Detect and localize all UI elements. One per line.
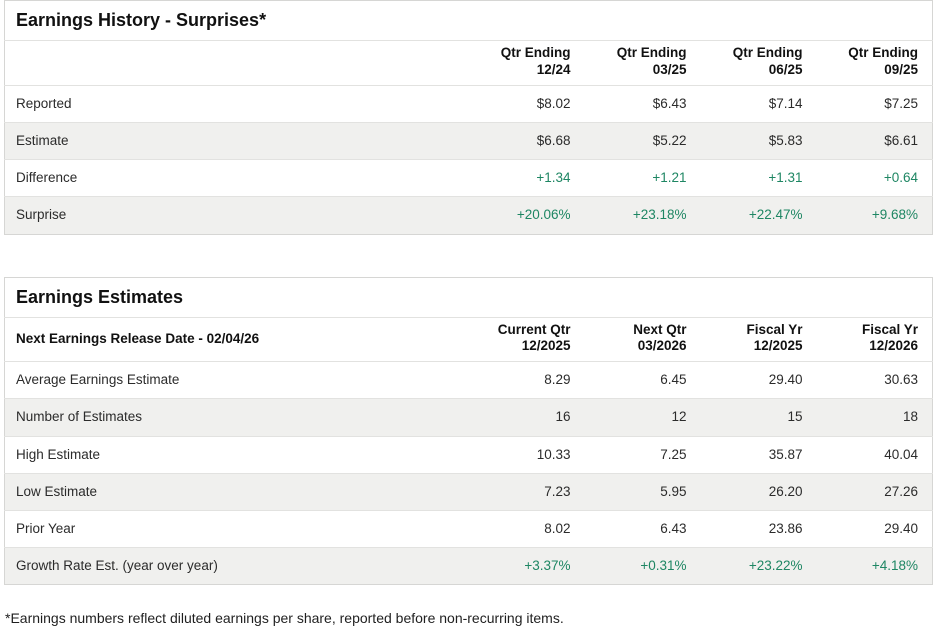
value-cell: $7.14 bbox=[700, 85, 817, 123]
table-row-high-estimate: High Estimate 10.33 7.25 35.87 40.04 bbox=[4, 436, 933, 474]
value-cell: $5.83 bbox=[700, 122, 817, 161]
column-header-line2: 12/2025 bbox=[753, 338, 803, 354]
column-header-line2: 12/2025 bbox=[521, 338, 571, 354]
column-header: Fiscal Yr 12/2025 bbox=[700, 317, 817, 363]
value-cell: +9.68% bbox=[816, 196, 933, 234]
column-header: Next Qtr 03/2026 bbox=[584, 317, 701, 363]
row-label: Low Estimate bbox=[4, 473, 469, 512]
column-header-line2: 03/25 bbox=[652, 61, 687, 77]
value-cell: +1.34 bbox=[468, 159, 585, 198]
value-cell: 8.29 bbox=[468, 361, 585, 400]
value-cell: 12 bbox=[584, 398, 701, 437]
column-header-line1: Qtr Ending bbox=[732, 45, 803, 60]
row-label: Estimate bbox=[4, 122, 469, 161]
table-row-growth-rate-est: Growth Rate Est. (year over year) +3.37%… bbox=[4, 547, 933, 585]
earnings-footnote: *Earnings numbers reflect diluted earnin… bbox=[5, 610, 564, 626]
value-cell: +20.06% bbox=[468, 196, 585, 234]
value-cell: +23.18% bbox=[584, 196, 701, 234]
value-cell: $6.68 bbox=[468, 122, 585, 161]
column-header-line1: Qtr Ending bbox=[848, 45, 919, 60]
column-header-row: Qtr Ending 12/24 Qtr Ending 03/25 Qtr En… bbox=[4, 40, 933, 86]
column-header-row: Next Earnings Release Date - 02/04/26 Cu… bbox=[4, 317, 933, 363]
value-cell: +4.18% bbox=[816, 547, 933, 585]
column-header-line1: Fiscal Yr bbox=[862, 321, 919, 337]
value-cell: 8.02 bbox=[468, 510, 585, 549]
table-title: Earnings History - Surprises* bbox=[4, 0, 933, 41]
table-row-average-earnings-estimate: Average Earnings Estimate 8.29 6.45 29.4… bbox=[4, 361, 933, 400]
value-cell: 6.45 bbox=[584, 361, 701, 400]
column-header-line1: Fiscal Yr bbox=[746, 321, 803, 337]
value-cell: 16 bbox=[468, 398, 585, 437]
value-cell: 15 bbox=[700, 398, 817, 437]
value-cell: 5.95 bbox=[584, 473, 701, 512]
column-header-line2: 09/25 bbox=[884, 61, 919, 77]
value-cell: 18 bbox=[816, 398, 933, 437]
value-cell: 40.04 bbox=[816, 436, 933, 474]
value-cell: +22.47% bbox=[700, 196, 817, 234]
value-cell: 7.23 bbox=[468, 473, 585, 512]
table-row-difference: Difference +1.34 +1.21 +1.31 +0.64 bbox=[4, 159, 933, 198]
column-header-line2: 03/2026 bbox=[637, 338, 687, 354]
row-label: Reported bbox=[4, 85, 469, 123]
column-header-line1: Next Qtr bbox=[633, 321, 687, 337]
column-header-line2: 12/24 bbox=[536, 61, 571, 77]
value-cell: $7.25 bbox=[816, 85, 933, 123]
row-label: Difference bbox=[4, 159, 469, 198]
value-cell: +0.31% bbox=[584, 547, 701, 585]
value-cell: 6.43 bbox=[584, 510, 701, 549]
table-title: Earnings Estimates bbox=[4, 277, 933, 318]
value-cell: 10.33 bbox=[468, 436, 585, 474]
earnings-estimates-table: Earnings Estimates Next Earnings Release… bbox=[4, 276, 934, 586]
value-cell: 30.63 bbox=[816, 361, 933, 400]
value-cell: 26.20 bbox=[700, 473, 817, 512]
row-label: Average Earnings Estimate bbox=[4, 361, 469, 400]
column-header: Qtr Ending 03/25 bbox=[584, 40, 701, 86]
value-cell: +0.64 bbox=[816, 159, 933, 198]
value-cell: 29.40 bbox=[700, 361, 817, 400]
value-cell: 27.26 bbox=[816, 473, 933, 512]
column-header-line1: Qtr Ending bbox=[500, 45, 571, 60]
column-header-line1: Qtr Ending bbox=[616, 45, 687, 60]
table-row-prior-year: Prior Year 8.02 6.43 23.86 29.40 bbox=[4, 510, 933, 549]
table-row-estimate: Estimate $6.68 $5.22 $5.83 $6.61 bbox=[4, 122, 933, 161]
table-title-row: Earnings Estimates bbox=[4, 277, 933, 318]
column-header-line2: 12/2026 bbox=[869, 338, 919, 354]
row-label: Number of Estimates bbox=[4, 398, 469, 437]
corner-header bbox=[4, 40, 469, 86]
column-header-line1: Current Qtr bbox=[497, 321, 571, 337]
value-cell: 29.40 bbox=[816, 510, 933, 549]
column-header: Fiscal Yr 12/2026 bbox=[816, 317, 933, 363]
earnings-history-table: Earnings History - Surprises* Qtr Ending… bbox=[4, 0, 934, 235]
value-cell: $6.61 bbox=[816, 122, 933, 161]
table-row-reported: Reported $8.02 $6.43 $7.14 $7.25 bbox=[4, 85, 933, 123]
row-label: Surprise bbox=[4, 196, 469, 234]
row-label: Prior Year bbox=[4, 510, 469, 549]
column-header: Qtr Ending 09/25 bbox=[816, 40, 933, 86]
column-header: Qtr Ending 12/24 bbox=[468, 40, 585, 86]
table-row-number-of-estimates: Number of Estimates 16 12 15 18 bbox=[4, 398, 933, 437]
table-row-low-estimate: Low Estimate 7.23 5.95 26.20 27.26 bbox=[4, 473, 933, 512]
column-header-line2: 06/25 bbox=[768, 61, 803, 77]
value-cell: $8.02 bbox=[468, 85, 585, 123]
table-title-row: Earnings History - Surprises* bbox=[4, 0, 933, 41]
value-cell: +1.31 bbox=[700, 159, 817, 198]
column-header: Qtr Ending 06/25 bbox=[700, 40, 817, 86]
value-cell: 35.87 bbox=[700, 436, 817, 474]
value-cell: $6.43 bbox=[584, 85, 701, 123]
value-cell: $5.22 bbox=[584, 122, 701, 161]
next-earnings-release-date: Next Earnings Release Date - 02/04/26 bbox=[4, 317, 469, 363]
table-row-surprise: Surprise +20.06% +23.18% +22.47% +9.68% bbox=[4, 196, 933, 234]
value-cell: 23.86 bbox=[700, 510, 817, 549]
value-cell: 7.25 bbox=[584, 436, 701, 474]
value-cell: +1.21 bbox=[584, 159, 701, 198]
column-header: Current Qtr 12/2025 bbox=[468, 317, 585, 363]
value-cell: +23.22% bbox=[700, 547, 817, 585]
value-cell: +3.37% bbox=[468, 547, 585, 585]
row-label: High Estimate bbox=[4, 436, 469, 474]
row-label: Growth Rate Est. (year over year) bbox=[4, 547, 469, 585]
